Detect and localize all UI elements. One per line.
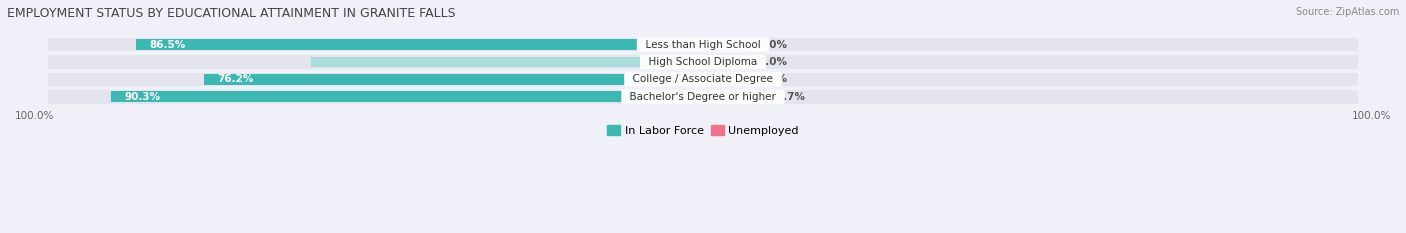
Text: 0.0%: 0.0%	[759, 40, 787, 50]
Bar	[111, 91, 703, 102]
Bar	[703, 57, 749, 67]
Bar	[48, 38, 703, 51]
Text: 100.0%: 100.0%	[15, 111, 55, 121]
Bar	[703, 74, 749, 85]
Bar	[703, 38, 1358, 51]
Bar	[703, 73, 1358, 86]
Text: Source: ZipAtlas.com: Source: ZipAtlas.com	[1295, 7, 1399, 17]
Bar	[136, 39, 703, 50]
Text: 59.9%: 59.9%	[647, 57, 683, 67]
Text: 100.0%: 100.0%	[1351, 111, 1391, 121]
Bar	[703, 90, 1358, 103]
Text: Less than High School: Less than High School	[638, 40, 768, 50]
Bar	[48, 73, 703, 86]
Bar	[311, 57, 703, 67]
Bar	[703, 91, 766, 102]
Text: 90.3%: 90.3%	[124, 92, 160, 102]
Text: 86.5%: 86.5%	[149, 40, 186, 50]
Text: EMPLOYMENT STATUS BY EDUCATIONAL ATTAINMENT IN GRANITE FALLS: EMPLOYMENT STATUS BY EDUCATIONAL ATTAINM…	[7, 7, 456, 20]
Bar	[204, 74, 703, 85]
Text: High School Diploma: High School Diploma	[643, 57, 763, 67]
Bar	[48, 55, 703, 69]
Text: Bachelor's Degree or higher: Bachelor's Degree or higher	[623, 92, 783, 102]
Text: 9.7%: 9.7%	[776, 92, 806, 102]
Text: College / Associate Degree: College / Associate Degree	[626, 74, 780, 84]
Bar	[703, 55, 1358, 69]
Legend: In Labor Force, Unemployed: In Labor Force, Unemployed	[603, 121, 803, 140]
Text: 0.0%: 0.0%	[759, 74, 787, 84]
Bar	[703, 39, 749, 50]
Text: 76.2%: 76.2%	[217, 74, 253, 84]
Text: 0.0%: 0.0%	[759, 57, 787, 67]
Bar	[48, 90, 703, 103]
